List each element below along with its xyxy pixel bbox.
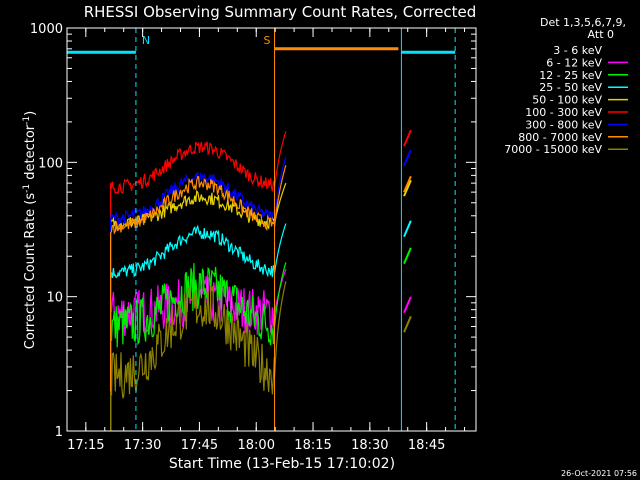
series-late-segment-6 [403,149,412,167]
y-tick-label: 1000 [30,22,63,37]
series-line-8 [110,281,287,431]
series-late-segment-5 [403,129,412,147]
x-tick-label: 18:15 [294,438,331,453]
series-line-7 [110,165,287,431]
x-tick-label: 18:30 [351,438,388,453]
series-late-segment-0 [403,318,412,336]
flag-label-N: N [142,34,150,47]
y-tick-label: 10 [46,291,63,306]
series-late-segment-1 [403,296,412,314]
series-late-segment-4 [403,179,412,197]
legend-title-line-2: Att 0 [588,28,614,41]
legend-entry-label: 3 - 6 keV [553,44,602,57]
series-line-5 [110,131,287,431]
series-line-3 [110,223,287,431]
series-lines [110,129,412,431]
y-tick-label: 100 [38,156,63,171]
flag-label-S: S [264,34,271,47]
y-axis-label: Corrected Count Rate (s-1 detector-1) [22,111,38,349]
series-late-segment-3 [403,220,412,237]
x-tick-label: 18:00 [238,438,275,453]
legend-entry-label: 6 - 12 keV [546,56,602,69]
x-tick-label: 17:15 [67,438,104,453]
series-late-segment-8 [403,315,412,333]
series-late-segment-2 [403,247,412,265]
legend-entry-label: 25 - 50 keV [539,81,602,94]
legend-entry-label: 100 - 300 keV [525,106,602,119]
x-tick-label: 17:30 [124,438,161,453]
chart-title: RHESSI Observing Summary Count Rates, Co… [84,3,477,21]
legend-entry-label: 800 - 7000 keV [518,131,602,144]
legend-entry-label: 300 - 800 keV [525,118,602,131]
series-line-2 [110,262,287,431]
legend-entry-label: 7000 - 15000 keV [504,143,602,156]
x-tick-label: 18:45 [408,438,445,453]
y-tick-label: 1 [55,425,63,440]
x-tick-label: 17:45 [181,438,218,453]
plot-frame [66,27,477,432]
legend-title-line-1: Det 1,3,5,6,7,9, [540,16,626,29]
timestamp: 26-Oct-2021 07:56 [561,469,637,478]
legend-entry-label: 12 - 25 keV [539,69,602,82]
legend-entry-label: 50 - 100 keV [532,94,602,107]
x-axis-label: Start Time (13-Feb-15 17:10:02) [169,456,395,472]
axes: 1 10 100 1000 17:15 17:30 17:45 18:00 18:15 18:30… [30,22,476,453]
series-late-segment-7 [403,175,412,193]
